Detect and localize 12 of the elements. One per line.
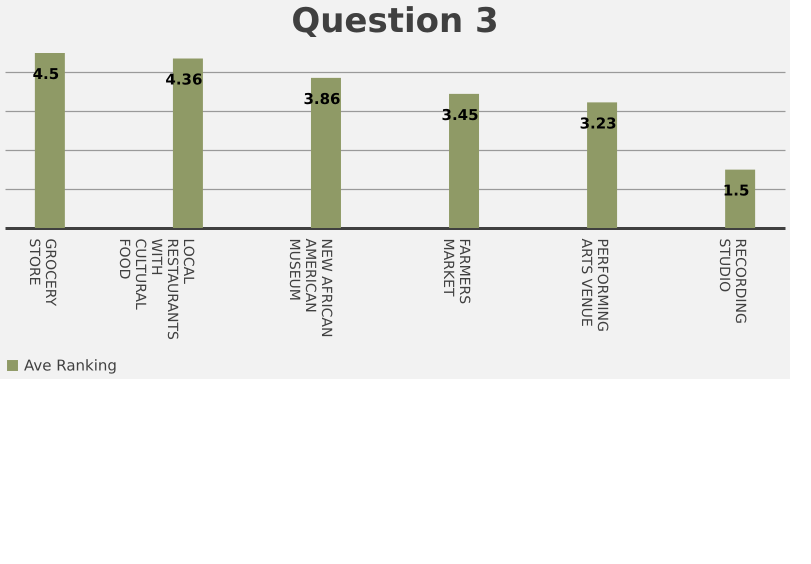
x-tick-label: GROCERY STORE bbox=[26, 238, 58, 307]
x-tick-label: RECORDING STUDIO bbox=[716, 238, 748, 324]
x-tick-label: FARMERS MARKET bbox=[440, 238, 472, 304]
data-label: 4.5 bbox=[32, 65, 60, 83]
chart-title: Question 3 bbox=[291, 1, 499, 41]
bar bbox=[34, 53, 65, 228]
data-label: 1.5 bbox=[722, 182, 750, 200]
x-tick-label: NEW AFRICAN AMERICAN MUSEUM bbox=[286, 238, 334, 338]
x-tick-label: LOCAL RESTAURANTS WITH CULTURAL FOOD bbox=[116, 238, 196, 340]
legend-label: Ave Ranking bbox=[24, 356, 117, 374]
x-tick-label: PERFORMING ARTS VENUE bbox=[578, 238, 610, 332]
bar bbox=[725, 170, 756, 228]
